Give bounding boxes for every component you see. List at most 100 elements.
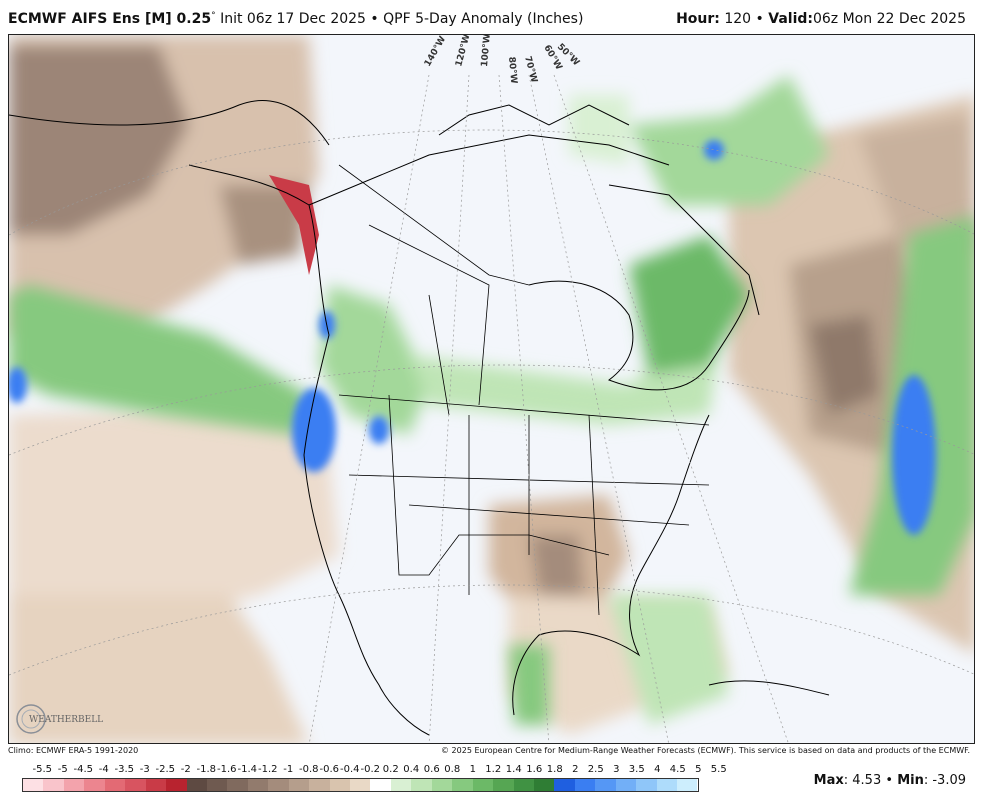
max-label: Max [813, 773, 844, 788]
color-scale-label: 2.5 [587, 764, 604, 775]
color-scale-cell [533, 779, 555, 791]
color-scale-cell [268, 779, 289, 791]
color-scale-label: -5.5 [32, 764, 53, 775]
color-scale-label: -0.6 [319, 764, 340, 775]
graticule [9, 74, 974, 743]
title-separator: • [370, 11, 379, 27]
color-scale-label: 1 [469, 764, 476, 775]
color-scale-cell [227, 779, 248, 791]
color-scale-cell [615, 779, 637, 791]
color-scale-bar [22, 778, 699, 792]
valid-label: Valid: [768, 11, 813, 27]
color-scale-cell [431, 779, 453, 791]
map-header: ECMWF AIFS Ens [M] 0.25° Init 06z 17 Dec… [0, 0, 984, 34]
color-scale-cell [677, 779, 698, 791]
color-scale-label: -4 [98, 764, 109, 775]
color-scale-label: 4 [654, 764, 661, 775]
color-scale-label: 3 [613, 764, 620, 775]
color-scale-label: -4.5 [73, 764, 94, 775]
color-scale-cell [125, 779, 146, 791]
color-scale-label: 0.8 [444, 764, 461, 775]
color-scale-label: -1 [283, 764, 294, 775]
wet-anomaly-regions [9, 75, 974, 725]
color-scale-cell [656, 779, 677, 791]
color-scale-label: 1.8 [546, 764, 563, 775]
lon-label-80w: 80°W [506, 56, 518, 84]
color-scale-label: -2 [180, 764, 191, 775]
color-scale-cell [554, 779, 575, 791]
color-scale: -5.5 -5 -4.5 -4 -3.5 -3 -2.5 -2 -1.8 -1.6 -1.4 -1.2… [8, 764, 727, 794]
color-scale-label: -0.4 [339, 764, 360, 775]
color-scale-cell [350, 779, 371, 791]
logo-text: WEATHERBELL [29, 715, 103, 725]
color-scale-label: 4.5 [669, 764, 686, 775]
color-scale-label: -3.5 [114, 764, 135, 775]
color-scale-label: 0.6 [423, 764, 440, 775]
red-dry-anomaly [269, 175, 319, 275]
color-scale-cell [493, 779, 514, 791]
valid-time-box: Hour: 120 • Valid:06z Mon 22 Dec 2025 [676, 11, 966, 27]
color-scale-label: 0.2 [382, 764, 399, 775]
color-scale-label: -1.6 [216, 764, 237, 775]
max-min-readout: Max: 4.53 • Min: -3.09 [813, 773, 966, 788]
model-name: ECMWF AIFS Ens [M] 0.25 [8, 11, 212, 27]
map-title: ECMWF AIFS Ens [M] 0.25° Init 06z 17 Dec… [8, 11, 583, 27]
color-scale-cell [104, 779, 126, 791]
valid-value: 06z Mon 22 Dec 2025 [812, 11, 966, 27]
color-scale-cell [63, 779, 85, 791]
degree-mark: ° [211, 11, 216, 21]
color-scale-cell [595, 779, 616, 791]
color-scale-cell [411, 779, 432, 791]
color-scale-cell [309, 779, 330, 791]
color-scale-cell [247, 779, 269, 791]
weatherbell-logo: WEATHERBELL [16, 704, 103, 734]
color-scale-cell [574, 779, 596, 791]
color-scale-label: -1.4 [237, 764, 258, 775]
maxmin-separator: • [885, 773, 894, 788]
color-scale-cell [329, 779, 350, 791]
color-scale-label: 3.5 [628, 764, 645, 775]
max-value: 4.53 [852, 773, 882, 788]
color-scale-cell [84, 779, 105, 791]
color-scale-cell [513, 779, 534, 791]
color-scale-label: 0.4 [403, 764, 420, 775]
min-label: Min [897, 773, 924, 788]
color-scale-cell [43, 779, 64, 791]
color-scale-label: -2.5 [155, 764, 176, 775]
color-scale-cell [23, 779, 44, 791]
anomaly-map: 140°W 120°W 100°W 80°W 70°W 60°W 50°W WE… [9, 35, 974, 743]
hour-value: 120 [724, 11, 752, 27]
min-value: -3.09 [932, 773, 966, 788]
color-scale-label: -1.2 [257, 764, 278, 775]
color-scale-label: -1.8 [196, 764, 217, 775]
color-scale-label: 1.2 [485, 764, 502, 775]
color-scale-label: 1.6 [526, 764, 543, 775]
color-scale-cell [472, 779, 494, 791]
color-scale-cell [206, 779, 228, 791]
color-scale-label: 1.4 [505, 764, 522, 775]
hour-label: Hour: [676, 11, 720, 27]
map-panel: 140°W 120°W 100°W 80°W 70°W 60°W 50°W WE… [8, 34, 975, 744]
color-scale-label: -0.8 [298, 764, 319, 775]
color-scale-label: -0.2 [360, 764, 381, 775]
color-scale-cell [186, 779, 207, 791]
color-scale-cell [452, 779, 473, 791]
color-scale-cell [636, 779, 657, 791]
color-scale-cell [370, 779, 391, 791]
lon-label-100w: 100°W [480, 35, 493, 67]
color-scale-cell [166, 779, 187, 791]
color-scale-cell [390, 779, 412, 791]
copyright-note: © 2025 European Centre for Medium-Range … [441, 746, 970, 755]
color-scale-label: -5 [57, 764, 68, 775]
coastlines [9, 100, 830, 736]
heavy-precip-regions [9, 140, 936, 535]
color-scale-label: 5 [695, 764, 702, 775]
init-time: Init 06z 17 Dec 2025 [220, 11, 366, 27]
color-scale-labels: -5.5 -5 -4.5 -4 -3.5 -3 -2.5 -2 -1.8 -1.6 -1.4 -1.2… [8, 764, 726, 776]
climo-note: Climo: ECMWF ERA-5 1991-2020 [8, 746, 139, 755]
color-scale-label: 5.5 [710, 764, 727, 775]
color-scale-cell [288, 779, 310, 791]
color-scale-label: 2 [572, 764, 579, 775]
product-name: QPF 5-Day Anomaly (Inches) [383, 11, 584, 27]
color-scale-label: -3 [139, 764, 150, 775]
